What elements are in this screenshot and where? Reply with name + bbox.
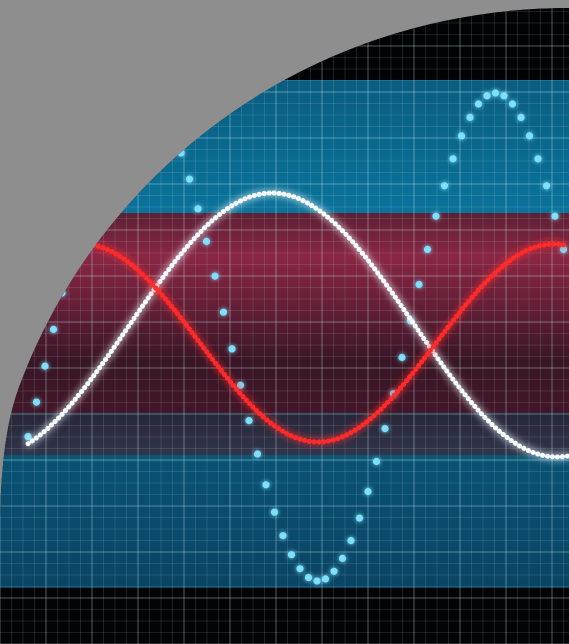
dotted-wave-point (228, 345, 236, 353)
dotted-wave-point (219, 308, 228, 316)
dotted-wave-point (483, 92, 491, 100)
dotted-wave-point (262, 481, 270, 489)
dotted-wave-point (517, 113, 525, 121)
dotted-wave-point (474, 100, 483, 108)
dotted-wave-point (559, 245, 568, 253)
dotted-wave-point (432, 212, 440, 220)
dotted-wave-point (551, 212, 559, 220)
dotted-wave-point (440, 182, 449, 190)
dotted-wave-point (236, 381, 245, 389)
dotted-wave-point (542, 182, 551, 190)
dotted-wave-point (211, 272, 219, 280)
dotted-wave-point (287, 551, 296, 559)
dotted-wave-point (355, 514, 364, 522)
dotted-wave-point (508, 100, 517, 108)
dotted-wave-point (347, 537, 355, 545)
dotted-wave-point (279, 532, 287, 540)
dotted-wave-point (41, 362, 49, 370)
dotted-wave-point (313, 577, 321, 585)
dotted-wave-point (449, 155, 457, 163)
dotted-wave-point (321, 575, 330, 583)
dotted-wave-point (398, 353, 406, 362)
dotted-wave-point (525, 132, 534, 140)
dotted-wave-point (423, 245, 432, 253)
bottom-dark-region (0, 588, 569, 644)
red-sine-wave (81, 241, 569, 445)
dotted-wave-point (245, 417, 253, 425)
dotted-wave-point (194, 205, 202, 213)
dotted-wave-point (457, 132, 466, 140)
dotted-wave-point (338, 554, 347, 563)
white-sine-wave (25, 190, 569, 460)
dotted-wave-point (24, 433, 32, 441)
dotted-wave-point (466, 113, 474, 121)
dotted-wave-point (415, 280, 423, 289)
dotted-wave-point (270, 508, 279, 516)
dotted-wave-point (253, 450, 262, 458)
dotted-wave-point (296, 565, 304, 573)
dotted-wave-point (304, 574, 313, 582)
dotted-wave-point (202, 237, 211, 245)
dotted-wave-point (491, 89, 500, 97)
dotted-wave-point (372, 457, 381, 466)
dotted-wave-point (185, 175, 194, 183)
dotted-wave-point (32, 398, 41, 406)
dotted-wave-point (364, 487, 372, 496)
dotted-wave-point (500, 92, 508, 100)
dotted-wave-point (330, 567, 338, 575)
dotted-wave-point (534, 155, 542, 163)
dotted-wave-point (381, 425, 389, 433)
teal-band (0, 412, 569, 462)
dotted-wave-point (49, 325, 58, 333)
